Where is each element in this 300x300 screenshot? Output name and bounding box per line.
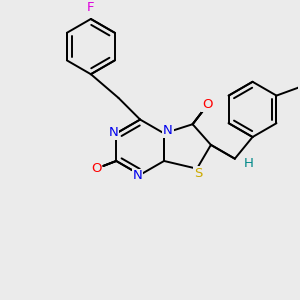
- Text: N: N: [163, 124, 173, 137]
- Text: F: F: [87, 1, 94, 13]
- Text: O: O: [91, 162, 102, 176]
- Text: H: H: [244, 157, 254, 170]
- Text: O: O: [202, 98, 213, 111]
- Text: N: N: [108, 126, 118, 139]
- Text: N: N: [132, 169, 142, 182]
- Text: S: S: [194, 167, 202, 180]
